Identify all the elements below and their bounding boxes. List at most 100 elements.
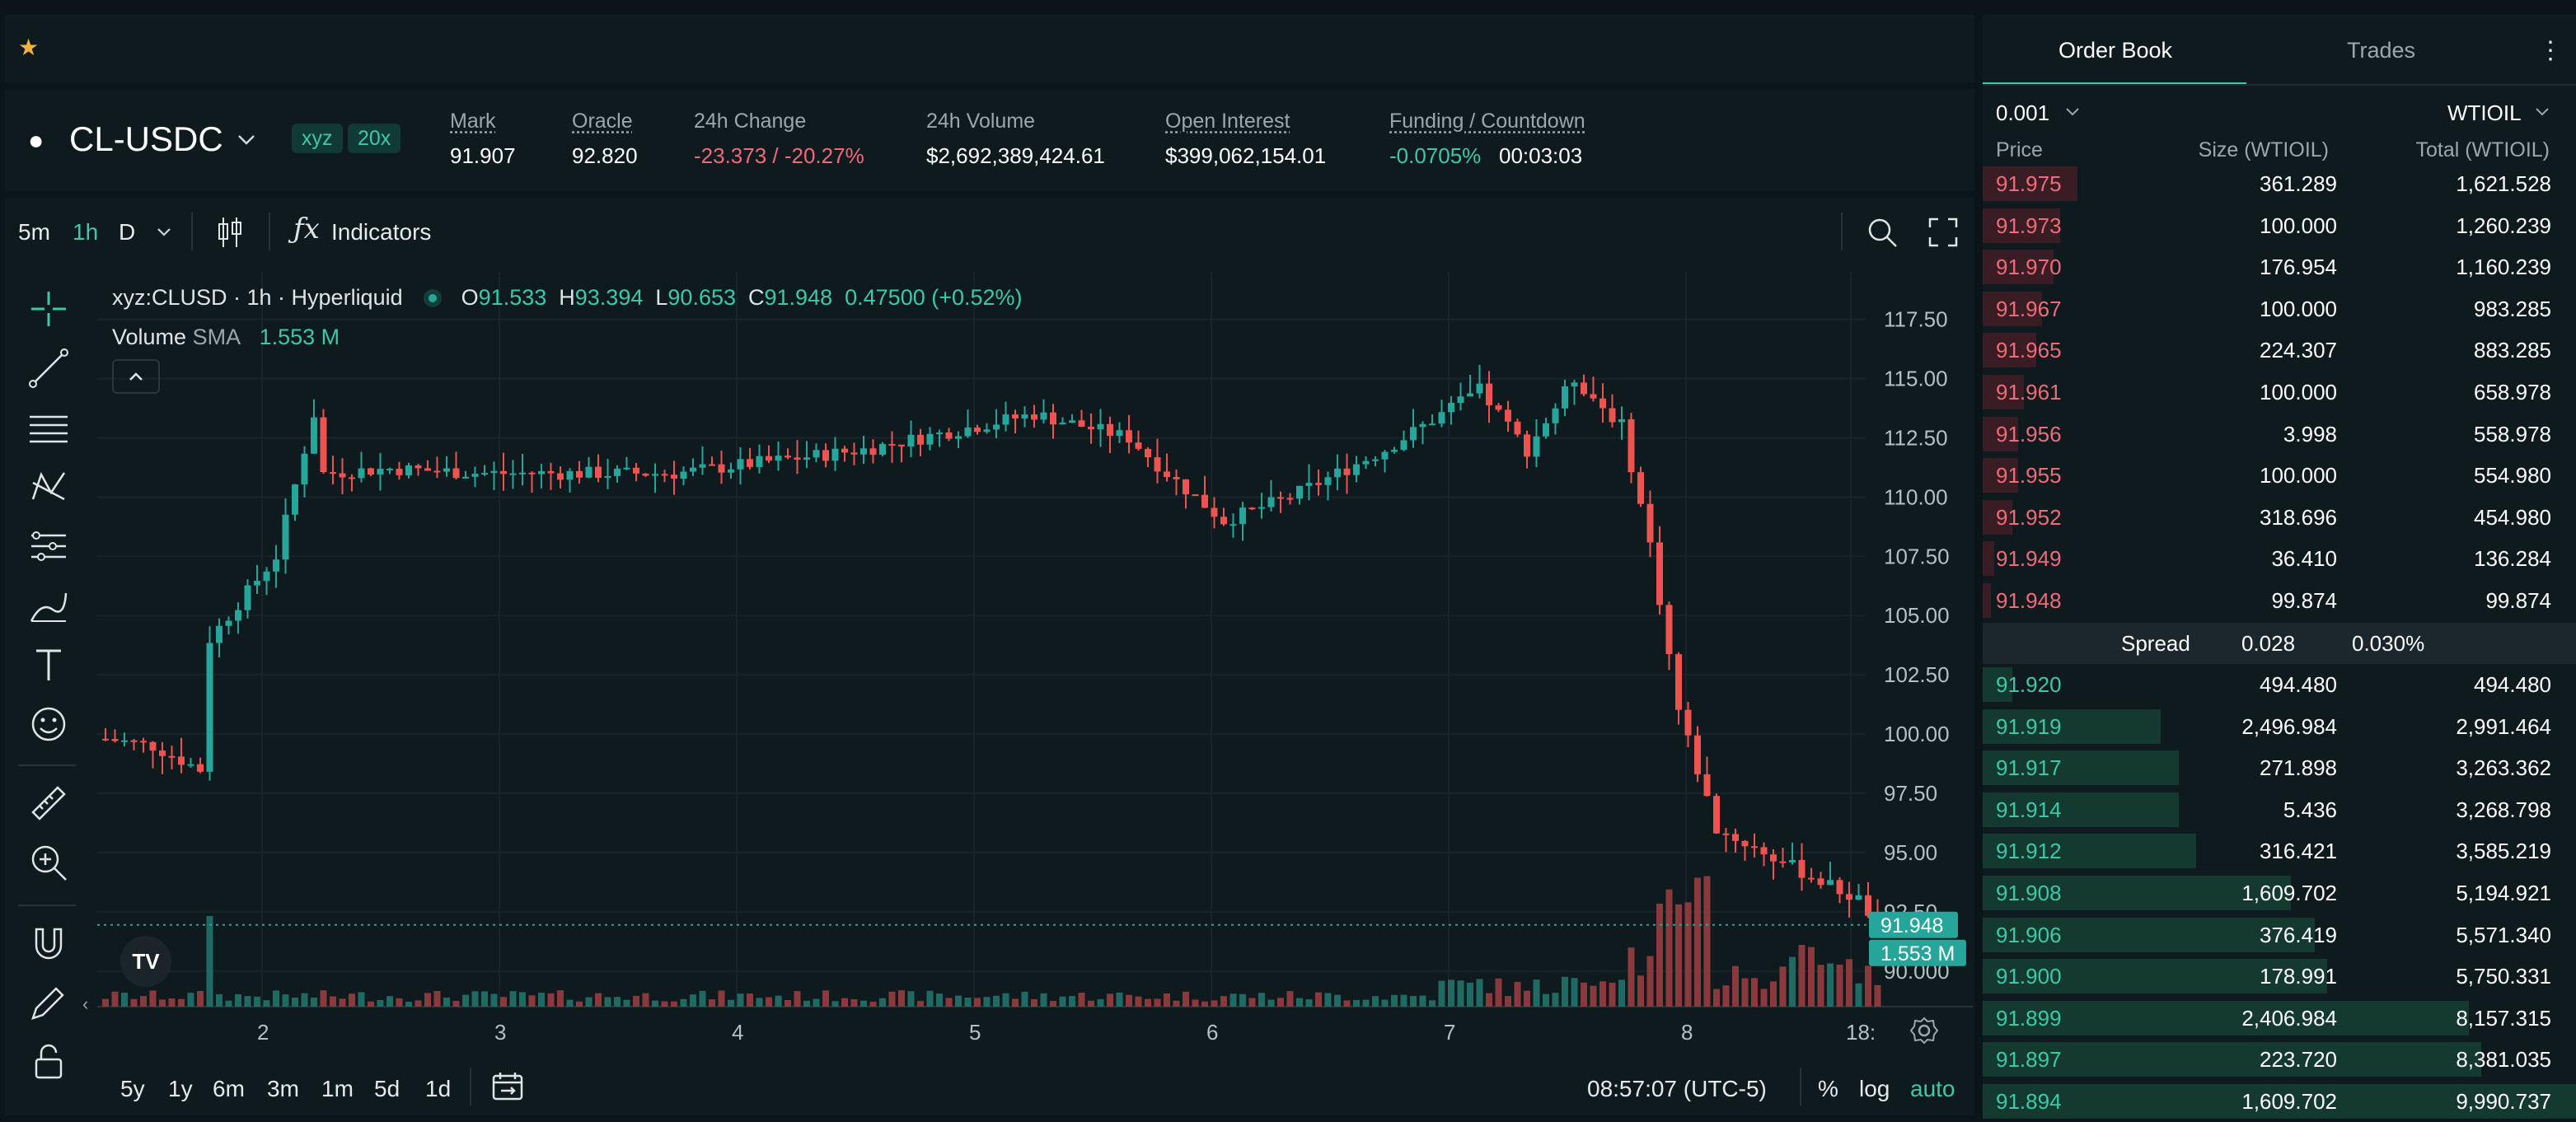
tick-size-select[interactable]: 0.001 [1996, 101, 2050, 125]
bid-row[interactable]: 91.912 316.421 3,585.219 [1983, 830, 2576, 872]
leverage-badge[interactable]: 20x [348, 124, 401, 153]
indicators-button[interactable]: Indicators [331, 219, 432, 245]
auto-toggle[interactable]: auto [1910, 1076, 1955, 1101]
log-toggle[interactable]: log [1859, 1076, 1890, 1101]
range-5d[interactable]: 5d [374, 1076, 400, 1101]
ask-row[interactable]: 91.961 100.000 658.978 [1983, 372, 2576, 413]
total: 2,991.464 [2456, 713, 2551, 739]
lock-icon[interactable] [28, 1041, 69, 1082]
depth-bar [1983, 458, 2019, 493]
ruler-icon[interactable] [28, 783, 69, 824]
range-1y[interactable]: 1y [168, 1076, 193, 1101]
range-1m[interactable]: 1m [321, 1076, 354, 1101]
total: 99.874 [2485, 588, 2551, 613]
size: 100.000 [2260, 296, 2337, 321]
status-dot-icon [424, 289, 443, 307]
unit-select[interactable]: WTIOIL [2447, 101, 2522, 125]
candles-icon[interactable] [216, 216, 244, 249]
pencil-lock-icon[interactable] [28, 982, 69, 1023]
price: 91.908 [1996, 881, 2062, 905]
trendline-icon[interactable] [28, 348, 69, 389]
ask-row[interactable]: 91.970 176.954 1,160.239 [1983, 246, 2576, 288]
depth-bar [1983, 917, 2316, 952]
depth-bar [1983, 250, 2054, 285]
fx-icon[interactable]: ƒx [293, 213, 320, 245]
pair-name[interactable]: CL-USDC [69, 119, 223, 158]
chevron-down-icon[interactable] [2065, 107, 2080, 117]
fib-icon[interactable] [28, 526, 69, 567]
bid-row[interactable]: 91.894 1,609.702 9,990.737 [1983, 1081, 2576, 1122]
bid-row[interactable]: 91.908 1,609.702 5,194.921 [1983, 872, 2576, 914]
bid-row[interactable]: 91.917 271.898 3,263.362 [1983, 747, 2576, 788]
bid-row[interactable]: 91.914 5.436 3,268.798 [1983, 789, 2576, 830]
date-range-icon[interactable] [491, 1071, 524, 1102]
brush-icon[interactable] [28, 585, 69, 626]
crosshair-icon[interactable] [28, 288, 69, 330]
bid-row[interactable]: 91.897 223.720 8,381.035 [1983, 1039, 2576, 1080]
ask-row[interactable]: 91.967 100.000 983.285 [1983, 288, 2576, 330]
ask-row[interactable]: 91.973 100.000 1,260.239 [1983, 205, 2576, 246]
clock-time[interactable]: 08:57:07 (UTC-5) [1587, 1076, 1767, 1101]
collapse-toolbar-icon[interactable]: ‹ [82, 993, 89, 1014]
collapse-legend-button[interactable] [112, 359, 160, 394]
star-icon[interactable]: ★ [18, 35, 40, 60]
more-vertical-icon[interactable]: ⋮ [2538, 37, 2563, 64]
depth-bar [1983, 375, 2025, 409]
chevron-down-icon[interactable] [157, 227, 171, 237]
divider [470, 1068, 471, 1106]
range-6m[interactable]: 6m [213, 1076, 245, 1101]
bid-row[interactable]: 91.899 2,406.984 8,157.315 [1983, 998, 2576, 1039]
range-5y[interactable]: 5y [120, 1076, 145, 1101]
size: 1,609.702 [2241, 881, 2337, 905]
price: 91.920 [1996, 672, 2062, 697]
divider [1983, 84, 2576, 86]
pattern-icon[interactable] [28, 466, 69, 507]
bid-row[interactable]: 91.919 2,496.984 2,991.464 [1983, 706, 2576, 747]
ask-row[interactable]: 91.955 100.000 554.980 [1983, 455, 2576, 496]
spread-percent: 0.030% [2352, 631, 2425, 656]
range-1d[interactable]: 1d [425, 1076, 452, 1101]
range-3m[interactable]: 3m [267, 1076, 299, 1101]
interval-5m[interactable]: 5m [18, 219, 50, 245]
depth-bar [1983, 959, 2327, 994]
zoom-search-icon[interactable] [1866, 216, 1899, 249]
size: 1,609.702 [2241, 1089, 2337, 1114]
ask-row[interactable]: 91.948 99.874 99.874 [1983, 580, 2576, 621]
bid-row[interactable]: 91.920 494.480 494.480 [1983, 664, 2576, 705]
zoom-in-icon[interactable] [28, 842, 69, 883]
bid-row[interactable]: 91.900 178.991 5,750.331 [1983, 956, 2576, 997]
ask-row[interactable]: 91.949 36.410 136.284 [1983, 538, 2576, 579]
total: 883.285 [2474, 338, 2551, 363]
percent-toggle[interactable]: % [1818, 1076, 1838, 1101]
dex-badge: xyz [292, 124, 343, 153]
interval-1h[interactable]: 1h [73, 219, 99, 245]
stat-mark: Mark 91.907 [450, 110, 516, 168]
bid-row[interactable]: 91.906 376.419 5,571.340 [1983, 914, 2576, 956]
ask-row[interactable]: 91.975 361.289 1,621.528 [1983, 163, 2576, 204]
size: 223.720 [2260, 1047, 2337, 1073]
chevron-down-icon[interactable] [237, 130, 255, 148]
chart-panel [5, 198, 1974, 1115]
settings-gear-icon[interactable] [1910, 1017, 1938, 1045]
spread-label: Spread [2121, 631, 2190, 656]
tradingview-logo[interactable]: TV [120, 936, 171, 987]
text-icon[interactable] [28, 644, 69, 685]
ask-row[interactable]: 91.965 224.307 883.285 [1983, 330, 2576, 371]
tab-order-book[interactable]: Order Book [2058, 38, 2173, 63]
size: 178.991 [2260, 964, 2337, 989]
price: 91.949 [1996, 546, 2062, 572]
emoji-icon[interactable] [28, 704, 69, 745]
header-price: Price [1996, 138, 2043, 161]
depth-bar [1983, 750, 2179, 786]
fullscreen-icon[interactable] [1928, 217, 1958, 247]
magnet-icon[interactable] [28, 923, 69, 964]
total: 9,990.737 [2456, 1089, 2551, 1114]
price: 91.956 [1996, 421, 2062, 446]
horizontal-lines-icon[interactable] [28, 407, 69, 448]
tab-trades[interactable]: Trades [2347, 38, 2416, 63]
ask-row[interactable]: 91.956 3.998 558.978 [1983, 414, 2576, 455]
ask-row[interactable]: 91.952 318.696 454.980 [1983, 497, 2576, 538]
chevron-down-icon[interactable] [2535, 107, 2550, 117]
header-total: Total (WTIOIL) [2415, 138, 2550, 161]
interval-d[interactable]: D [119, 219, 136, 245]
